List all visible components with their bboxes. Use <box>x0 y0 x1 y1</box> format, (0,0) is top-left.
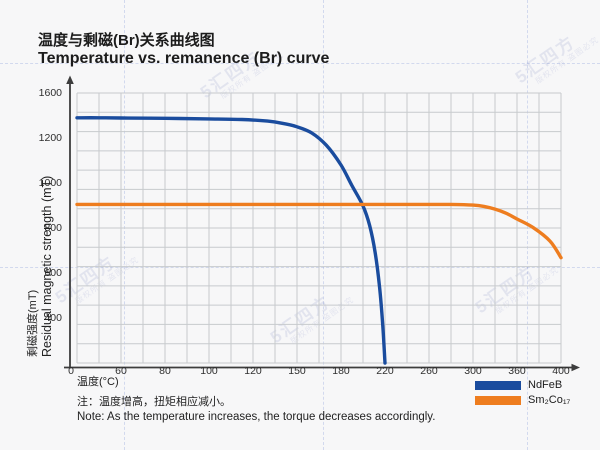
chart-title-zh: 温度与剩磁(Br)关系曲线图 <box>38 32 215 49</box>
legend: NdFeB Sm₂Co₁₇ <box>475 380 570 410</box>
x-axis-title: 温度(°C) <box>77 376 119 388</box>
legend-swatch-sm2co17 <box>475 396 521 405</box>
y-axis-title-en: Residual magnetic strength (mT) <box>40 175 54 357</box>
legend-swatch-ndfeb <box>475 381 521 390</box>
note: 注：温度增高，扭矩相应减小。 Note: As the temperature … <box>77 393 435 423</box>
legend-label-sm2co17: Sm₂Co₁₇ <box>528 394 571 406</box>
note-line-zh: 注：温度增高，扭矩相应减小。 <box>77 396 231 408</box>
grid <box>76 92 562 364</box>
curve-smco <box>75 202 563 260</box>
legend-item-sm2co17: Sm₂Co₁₇ <box>475 395 570 406</box>
curve-ndfeb <box>75 116 387 365</box>
legend-label-ndfeb: NdFeB <box>528 379 563 391</box>
x-axis-arrow-icon <box>571 363 580 372</box>
note-line-en: Note: As the temperature increases, the … <box>77 411 436 423</box>
legend-item-ndfeb: NdFeB <box>475 380 570 391</box>
y-axis-arrow-icon <box>66 75 74 84</box>
y-axis-title-zh: 剩磁强度(mT) <box>27 289 39 357</box>
chart-title-en: Temperature vs. remanence (Br) curve <box>38 50 330 67</box>
axes <box>64 75 580 372</box>
